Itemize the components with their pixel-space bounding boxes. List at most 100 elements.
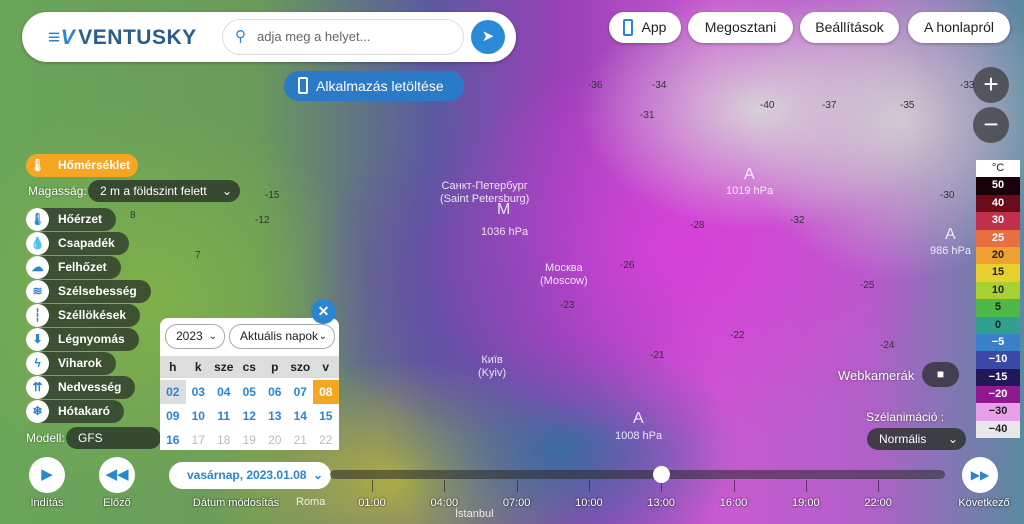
play-button[interactable]: ▶	[29, 457, 65, 493]
layer-item[interactable]: ☁ Felhőzet	[26, 256, 121, 279]
calendar-day[interactable]: 02	[160, 380, 186, 404]
snowflake-icon: ❄	[26, 400, 49, 423]
map-temperature: -33	[960, 80, 975, 91]
timeline-time-label: 04:00	[430, 497, 459, 509]
weekday-label: p	[271, 360, 279, 374]
altitude-select[interactable]: 2 m a földszint felett ⌄	[88, 180, 240, 202]
timeline-tick	[733, 480, 735, 492]
high-pressure-marker: A	[744, 166, 755, 183]
calendar-day: 21	[293, 433, 307, 447]
layer-label: Széllökések	[58, 308, 127, 322]
weekday-label: k	[194, 360, 202, 374]
chevron-down-icon: ⌄	[312, 468, 323, 482]
calendar-day[interactable]: 08	[313, 380, 339, 404]
locate-button[interactable]: ➤	[471, 20, 505, 54]
calendar-week: 16 17 18 19 20 21 22	[160, 428, 339, 452]
timeline-time-label: 19:00	[792, 497, 820, 509]
webcams-button[interactable]: ■	[922, 362, 959, 387]
timeline-time-label: 10:00	[575, 497, 603, 509]
date-change-button[interactable]: vasárnap, 2023.01.08 ⌄	[169, 462, 331, 489]
city-kyiv: Київ (Kyiv)	[478, 354, 507, 379]
temperature-legend: °C 50 40 30 25 20 15 10 5 0 −5 −10 −15 −20 −30 −40	[976, 160, 1020, 439]
layer-item[interactable]: ⇈ Nedvesség	[26, 376, 136, 399]
timeline-tick	[661, 480, 663, 492]
thermometer-icon: 🌡	[26, 154, 49, 177]
legend-item: −5	[976, 333, 1020, 352]
calendar-day[interactable]: 07	[293, 385, 307, 399]
calendar-day[interactable]: 13	[268, 409, 282, 423]
timeline-slider[interactable]	[330, 470, 945, 479]
timeline-time-label: 07:00	[502, 497, 531, 509]
layer-label: Hőmérséklet	[58, 158, 131, 172]
legend-item: 20	[976, 246, 1020, 265]
calendar-day: 18	[217, 433, 231, 447]
pressure-label: 1036 hPa	[481, 226, 529, 238]
range-select[interactable]: Aktuális napok ⌄	[229, 324, 335, 349]
legend-item: 5	[976, 299, 1020, 317]
map-temperature: -23	[560, 300, 575, 311]
pressure-icon: ⬇	[26, 328, 49, 351]
next-button[interactable]: ▶▶	[962, 457, 998, 493]
layer-item[interactable]: ≋ Szélsebesség	[26, 280, 151, 303]
calendar-day: 22	[319, 433, 333, 447]
zoom-in-button[interactable]: +	[973, 67, 1009, 103]
legend-item: 50	[976, 177, 1020, 195]
timeline-tick	[878, 480, 880, 492]
thermometer-wind-icon: 🌡	[26, 208, 49, 231]
timeline-time-label: 01:00	[358, 497, 386, 509]
legend-item: 25	[976, 229, 1020, 247]
calendar-day[interactable]: 16	[166, 433, 180, 447]
layer-item[interactable]: 💧 Csapadék	[26, 232, 129, 255]
calendar-day[interactable]: 11	[217, 409, 231, 423]
app-label: App	[641, 19, 667, 35]
close-calendar-button[interactable]: ✕	[311, 299, 336, 324]
wind-animation-select[interactable]: Normális ⌄	[867, 428, 966, 450]
calendar-day[interactable]: 15	[319, 409, 333, 423]
zoom-out-button[interactable]: −	[973, 107, 1009, 143]
model-select[interactable]: GFS	[66, 427, 161, 449]
app-button[interactable]: App	[609, 12, 681, 43]
date-value: vasárnap, 2023.01.08	[187, 468, 307, 482]
next-label: Következő	[958, 497, 1010, 509]
legend-item: 0	[976, 316, 1020, 334]
calendar-day[interactable]: 03	[191, 385, 205, 399]
city-istanbul: İstanbul	[455, 508, 494, 520]
layer-label: Hótakaró	[58, 404, 111, 418]
timeline-handle[interactable]	[653, 466, 671, 483]
fast-forward-icon: ▶▶	[970, 468, 990, 482]
layer-item[interactable]: ⬇ Légnyomás	[26, 328, 139, 351]
calendar-day[interactable]: 05	[242, 385, 256, 399]
year-select[interactable]: 2023 ⌄	[165, 324, 225, 349]
share-button[interactable]: Megosztani	[688, 12, 793, 43]
calendar-day[interactable]: 06	[268, 385, 282, 399]
layer-item[interactable]: ❄ Hótakaró	[26, 400, 125, 423]
play-label: Indítás	[30, 497, 64, 509]
layer-item[interactable]: ┆ Széllökések	[26, 304, 141, 327]
map-temperature: -22	[730, 330, 745, 341]
about-button[interactable]: A honlapról	[908, 12, 1010, 43]
previous-button[interactable]: ◀◀	[99, 457, 135, 493]
download-app-button[interactable]: Alkalmazás letöltése	[284, 71, 464, 101]
layer-temperature[interactable]: 🌡 Hőmérséklet	[26, 154, 138, 177]
calendar-day[interactable]: 09	[166, 409, 180, 423]
legend-item: −30	[976, 403, 1020, 421]
ventusky-logo[interactable]: ≡V VENTUSKY	[48, 26, 197, 49]
calendar-day: 17	[191, 433, 205, 447]
calendar-day[interactable]: 10	[191, 409, 205, 423]
date-picker: 2023 ⌄ Aktuális napok ⌄ h k sze cs p szo v 02 03 0…	[160, 318, 339, 450]
calendar-day[interactable]: 12	[242, 409, 256, 423]
brand-name: VENTUSKY	[78, 26, 197, 49]
navigation-arrow-icon: ➤	[481, 28, 495, 45]
legend-item: −15	[976, 368, 1020, 387]
wind-animation-value: Normális	[879, 432, 927, 446]
calendar-day[interactable]: 14	[293, 409, 307, 423]
close-icon: ✕	[317, 303, 330, 319]
lightning-icon: ϟ	[26, 352, 49, 375]
search-input[interactable]: ⚲ adja meg a helyet...	[222, 19, 464, 55]
legend-item: 30	[976, 212, 1020, 230]
model-value: GFS	[78, 431, 103, 445]
layer-item[interactable]: 🌡 Hőérzet	[26, 208, 117, 231]
layer-item[interactable]: ϟ Viharok	[26, 352, 116, 375]
settings-button[interactable]: Beállítások	[800, 12, 899, 43]
calendar-day[interactable]: 04	[217, 385, 231, 399]
